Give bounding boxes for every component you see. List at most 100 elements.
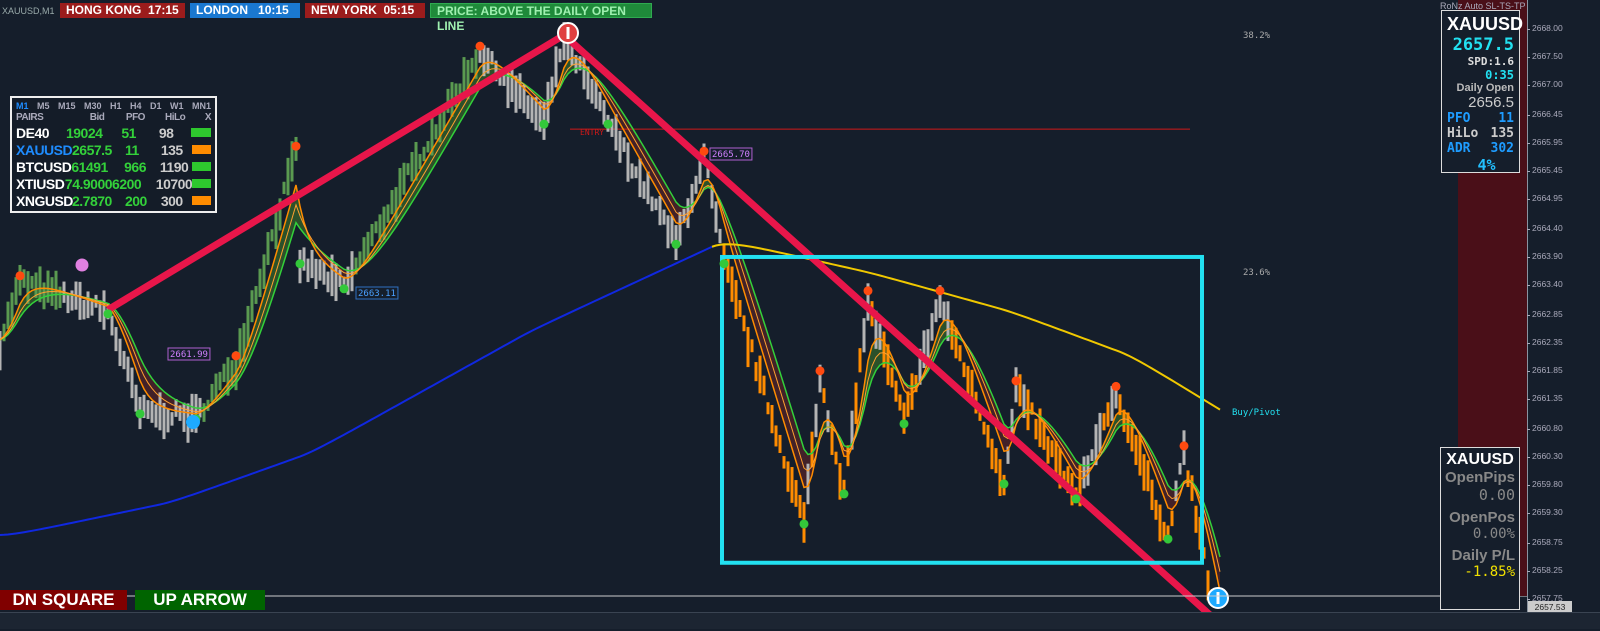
status-swatch xyxy=(192,145,211,154)
pairs-panel: M1 M5 M15 M30 H1 H4 D1 W1 MN1 PAIRS Bid PFO HiLo X D… xyxy=(10,96,217,213)
up-arrow-tag: UP ARROW xyxy=(135,590,265,610)
swing-low-dot xyxy=(603,119,613,129)
swing-low-dot xyxy=(999,479,1009,489)
y-tick: 2658.75 xyxy=(1527,537,1563,548)
signal-dot xyxy=(186,415,200,429)
timeframe-H4[interactable]: H4 xyxy=(130,101,142,111)
swing-high-dot xyxy=(1111,381,1121,391)
y-tick: 2660.80 xyxy=(1527,423,1563,434)
ma-fill xyxy=(1168,485,1172,510)
zigzag-line xyxy=(106,30,1212,612)
swing-high-dot xyxy=(1179,441,1189,451)
price-label-frame xyxy=(709,147,753,161)
swing-high-dot xyxy=(699,146,709,156)
candle-timer: 0:35 xyxy=(1485,68,1514,82)
ma-fill xyxy=(872,339,876,379)
swing-low-dot xyxy=(1163,534,1173,544)
y-tick: 2663.40 xyxy=(1527,278,1563,289)
sr-box xyxy=(720,254,1204,565)
y-tick: 2662.35 xyxy=(1527,337,1563,348)
ma-fill xyxy=(168,394,172,410)
timeframe-row: M1 M5 M15 M30 H1 H4 D1 W1 MN1 xyxy=(16,101,211,111)
swing-low-dot xyxy=(719,259,729,269)
signal-dot xyxy=(75,258,89,272)
info-symbol: XAUUSD xyxy=(1447,14,1524,34)
pair-row[interactable]: DE40 19024 51 98 xyxy=(16,124,212,141)
swing-high-dot xyxy=(935,286,945,296)
y-tick: 2662.85 xyxy=(1527,309,1563,320)
price-label-frame xyxy=(167,347,211,361)
chart-symbol-title: XAUUSD,M1 xyxy=(2,5,55,16)
price-axis[interactable]: 2668.00 2667.50 2667.00 2666.45 2665.95 2665.… xyxy=(1527,0,1600,631)
timeframe-M15[interactable]: M15 xyxy=(58,101,76,111)
price-chart[interactable]: 38.2% 23.6% Buy/Pivot ENTRY 2665.70 2663.11 26… xyxy=(0,0,1527,612)
y-tick: 2668.00 xyxy=(1527,23,1563,33)
info-spread: SPD:1.6 xyxy=(1467,55,1514,68)
y-tick: 2657.75 xyxy=(1527,592,1563,603)
swing-low-dot xyxy=(799,519,809,529)
y-tick: 2666.45 xyxy=(1527,109,1563,120)
fib-236-label: 23.6% xyxy=(1243,268,1271,278)
status-swatch xyxy=(192,162,212,171)
y-tick: 2658.25 xyxy=(1527,565,1563,576)
time-axis[interactable] xyxy=(0,612,1600,629)
timeframe-H1[interactable]: H1 xyxy=(110,101,122,111)
slow-ma-blue xyxy=(0,245,713,536)
pair-row[interactable]: XAUUSD 2657.5 11 135 xyxy=(16,141,211,158)
open-pos-value: 0.00% xyxy=(1472,526,1515,542)
y-tick: 2661.85 xyxy=(1527,364,1563,375)
swing-low-dot xyxy=(539,119,549,129)
ma-fill xyxy=(1204,503,1208,536)
ma-orange-line-2 xyxy=(0,63,1221,572)
swing-high-dot xyxy=(815,366,825,376)
swing-low-dot xyxy=(135,409,145,419)
current-price-label: 2657.53 xyxy=(1528,601,1572,613)
y-tick: 2665.95 xyxy=(1527,136,1563,147)
ma-fill xyxy=(1116,411,1120,431)
timeframe-M1[interactable]: M1 xyxy=(16,101,29,111)
timeframe-MN1[interactable]: MN1 xyxy=(191,101,211,111)
swing-high-dot xyxy=(15,271,25,281)
timeframe-M5[interactable]: M5 xyxy=(37,101,50,111)
buy-pivot-label: Buy/Pivot xyxy=(1232,408,1281,418)
pairs-header: PAIRS Bid PFO HiLo X xyxy=(16,112,212,123)
pair-row[interactable]: XTIUSD 74.90006200 10700 xyxy=(16,175,211,192)
swing-high-dot xyxy=(475,41,485,51)
timeframe-W1[interactable]: W1 xyxy=(170,101,184,111)
swing-high-dot xyxy=(863,286,873,296)
swing-low-dot xyxy=(1071,494,1081,504)
price-label-frame xyxy=(355,286,399,300)
y-tick: 2664.40 xyxy=(1527,223,1563,234)
status-swatch xyxy=(191,128,212,137)
daily-open-value: 2656.5 xyxy=(1468,94,1514,111)
entry-label: ENTRY xyxy=(580,128,604,137)
swing-high-dot xyxy=(1011,376,1021,386)
y-tick: 2659.80 xyxy=(1527,478,1563,489)
timeframe-D1[interactable]: D1 xyxy=(150,101,162,111)
swing-low-dot xyxy=(899,419,909,429)
y-tick: 2660.30 xyxy=(1527,451,1563,462)
pair-row[interactable]: XNGUSD 2.7870 200 300 xyxy=(16,192,211,209)
top-status-bar: XAUUSD,M1 HONG KONG 17:15 LONDON 10:15 N… xyxy=(0,3,652,33)
y-tick: 2664.95 xyxy=(1527,192,1563,203)
price-label: 2661.99 xyxy=(170,350,208,360)
slow-ma-yellow xyxy=(711,243,1221,411)
swing-low-dot xyxy=(295,259,305,269)
ma-fill xyxy=(940,320,944,346)
swing-low-dot xyxy=(103,309,113,319)
open-pips-value: 0.00 xyxy=(1478,486,1515,504)
session-new-york: NEW YORK 05:15 xyxy=(305,3,425,18)
swing-high-dot xyxy=(231,351,241,361)
price-label: 2665.70 xyxy=(712,150,750,160)
swing-low-dot xyxy=(839,489,849,499)
ma-fill xyxy=(1048,422,1052,436)
price-label: 2663.11 xyxy=(358,289,396,299)
y-tick: 2667.00 xyxy=(1527,78,1563,89)
info-price: 2657.5 xyxy=(1452,35,1514,55)
symbol-info-box: XAUUSD 2657.5 SPD:1.6 0:35 Daily Open 26… xyxy=(1441,10,1524,174)
pair-row[interactable]: BTCUSD 61491 966 1190 xyxy=(16,158,212,175)
timeframe-M30[interactable]: M30 xyxy=(84,101,102,111)
status-swatch xyxy=(192,196,211,205)
swing-low-dot xyxy=(671,239,681,249)
y-tick: 2661.35 xyxy=(1527,392,1563,403)
